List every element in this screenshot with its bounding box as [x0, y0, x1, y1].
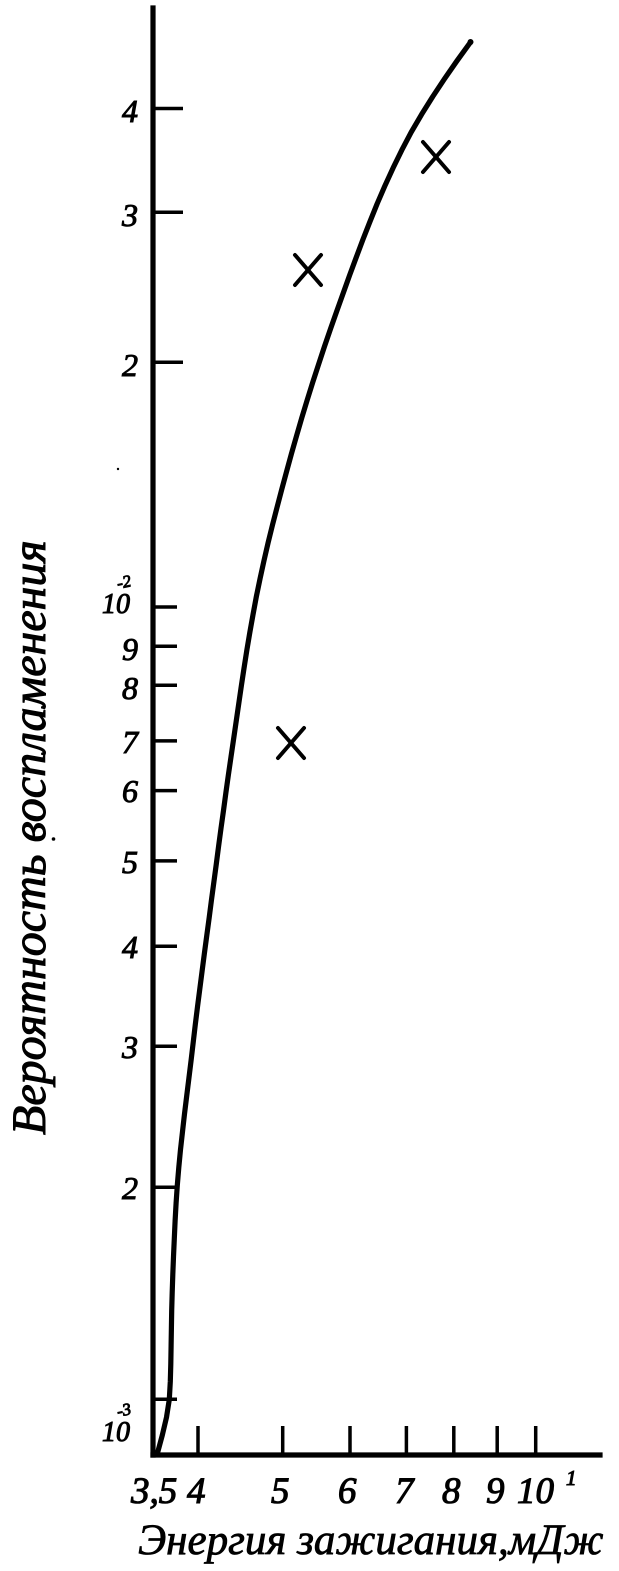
svg-text:3,5: 3,5 — [130, 1471, 177, 1512]
svg-text:5: 5 — [122, 844, 138, 880]
svg-text:3: 3 — [121, 1029, 138, 1065]
svg-text:7: 7 — [395, 1471, 415, 1512]
svg-text:4: 4 — [122, 93, 138, 129]
svg-text:2: 2 — [122, 347, 138, 383]
svg-text:4: 4 — [187, 1471, 206, 1512]
svg-text:8: 8 — [122, 670, 138, 706]
svg-text:Энергия зажигания,мДж: Энергия зажигания,мДж — [138, 1517, 604, 1564]
svg-text:9: 9 — [122, 631, 138, 667]
svg-text:7: 7 — [122, 724, 140, 760]
svg-text:4: 4 — [122, 929, 138, 965]
svg-text:9: 9 — [486, 1471, 505, 1512]
svg-text:Вероятность воспламенения: Вероятность воспламенения — [3, 540, 56, 1135]
svg-text:5: 5 — [271, 1471, 290, 1512]
svg-text:10: 10 — [517, 1471, 555, 1512]
svg-text:-3: -3 — [115, 1399, 133, 1421]
svg-text:10: 10 — [102, 589, 130, 620]
svg-text:-2: -2 — [115, 571, 133, 593]
svg-text:10: 10 — [102, 1417, 130, 1448]
svg-text:6: 6 — [122, 773, 138, 809]
svg-text:8: 8 — [442, 1471, 461, 1512]
svg-text:6: 6 — [338, 1471, 357, 1512]
svg-text:1: 1 — [566, 1466, 577, 1490]
svg-text:2: 2 — [122, 1170, 138, 1206]
svg-text:3: 3 — [121, 197, 138, 233]
